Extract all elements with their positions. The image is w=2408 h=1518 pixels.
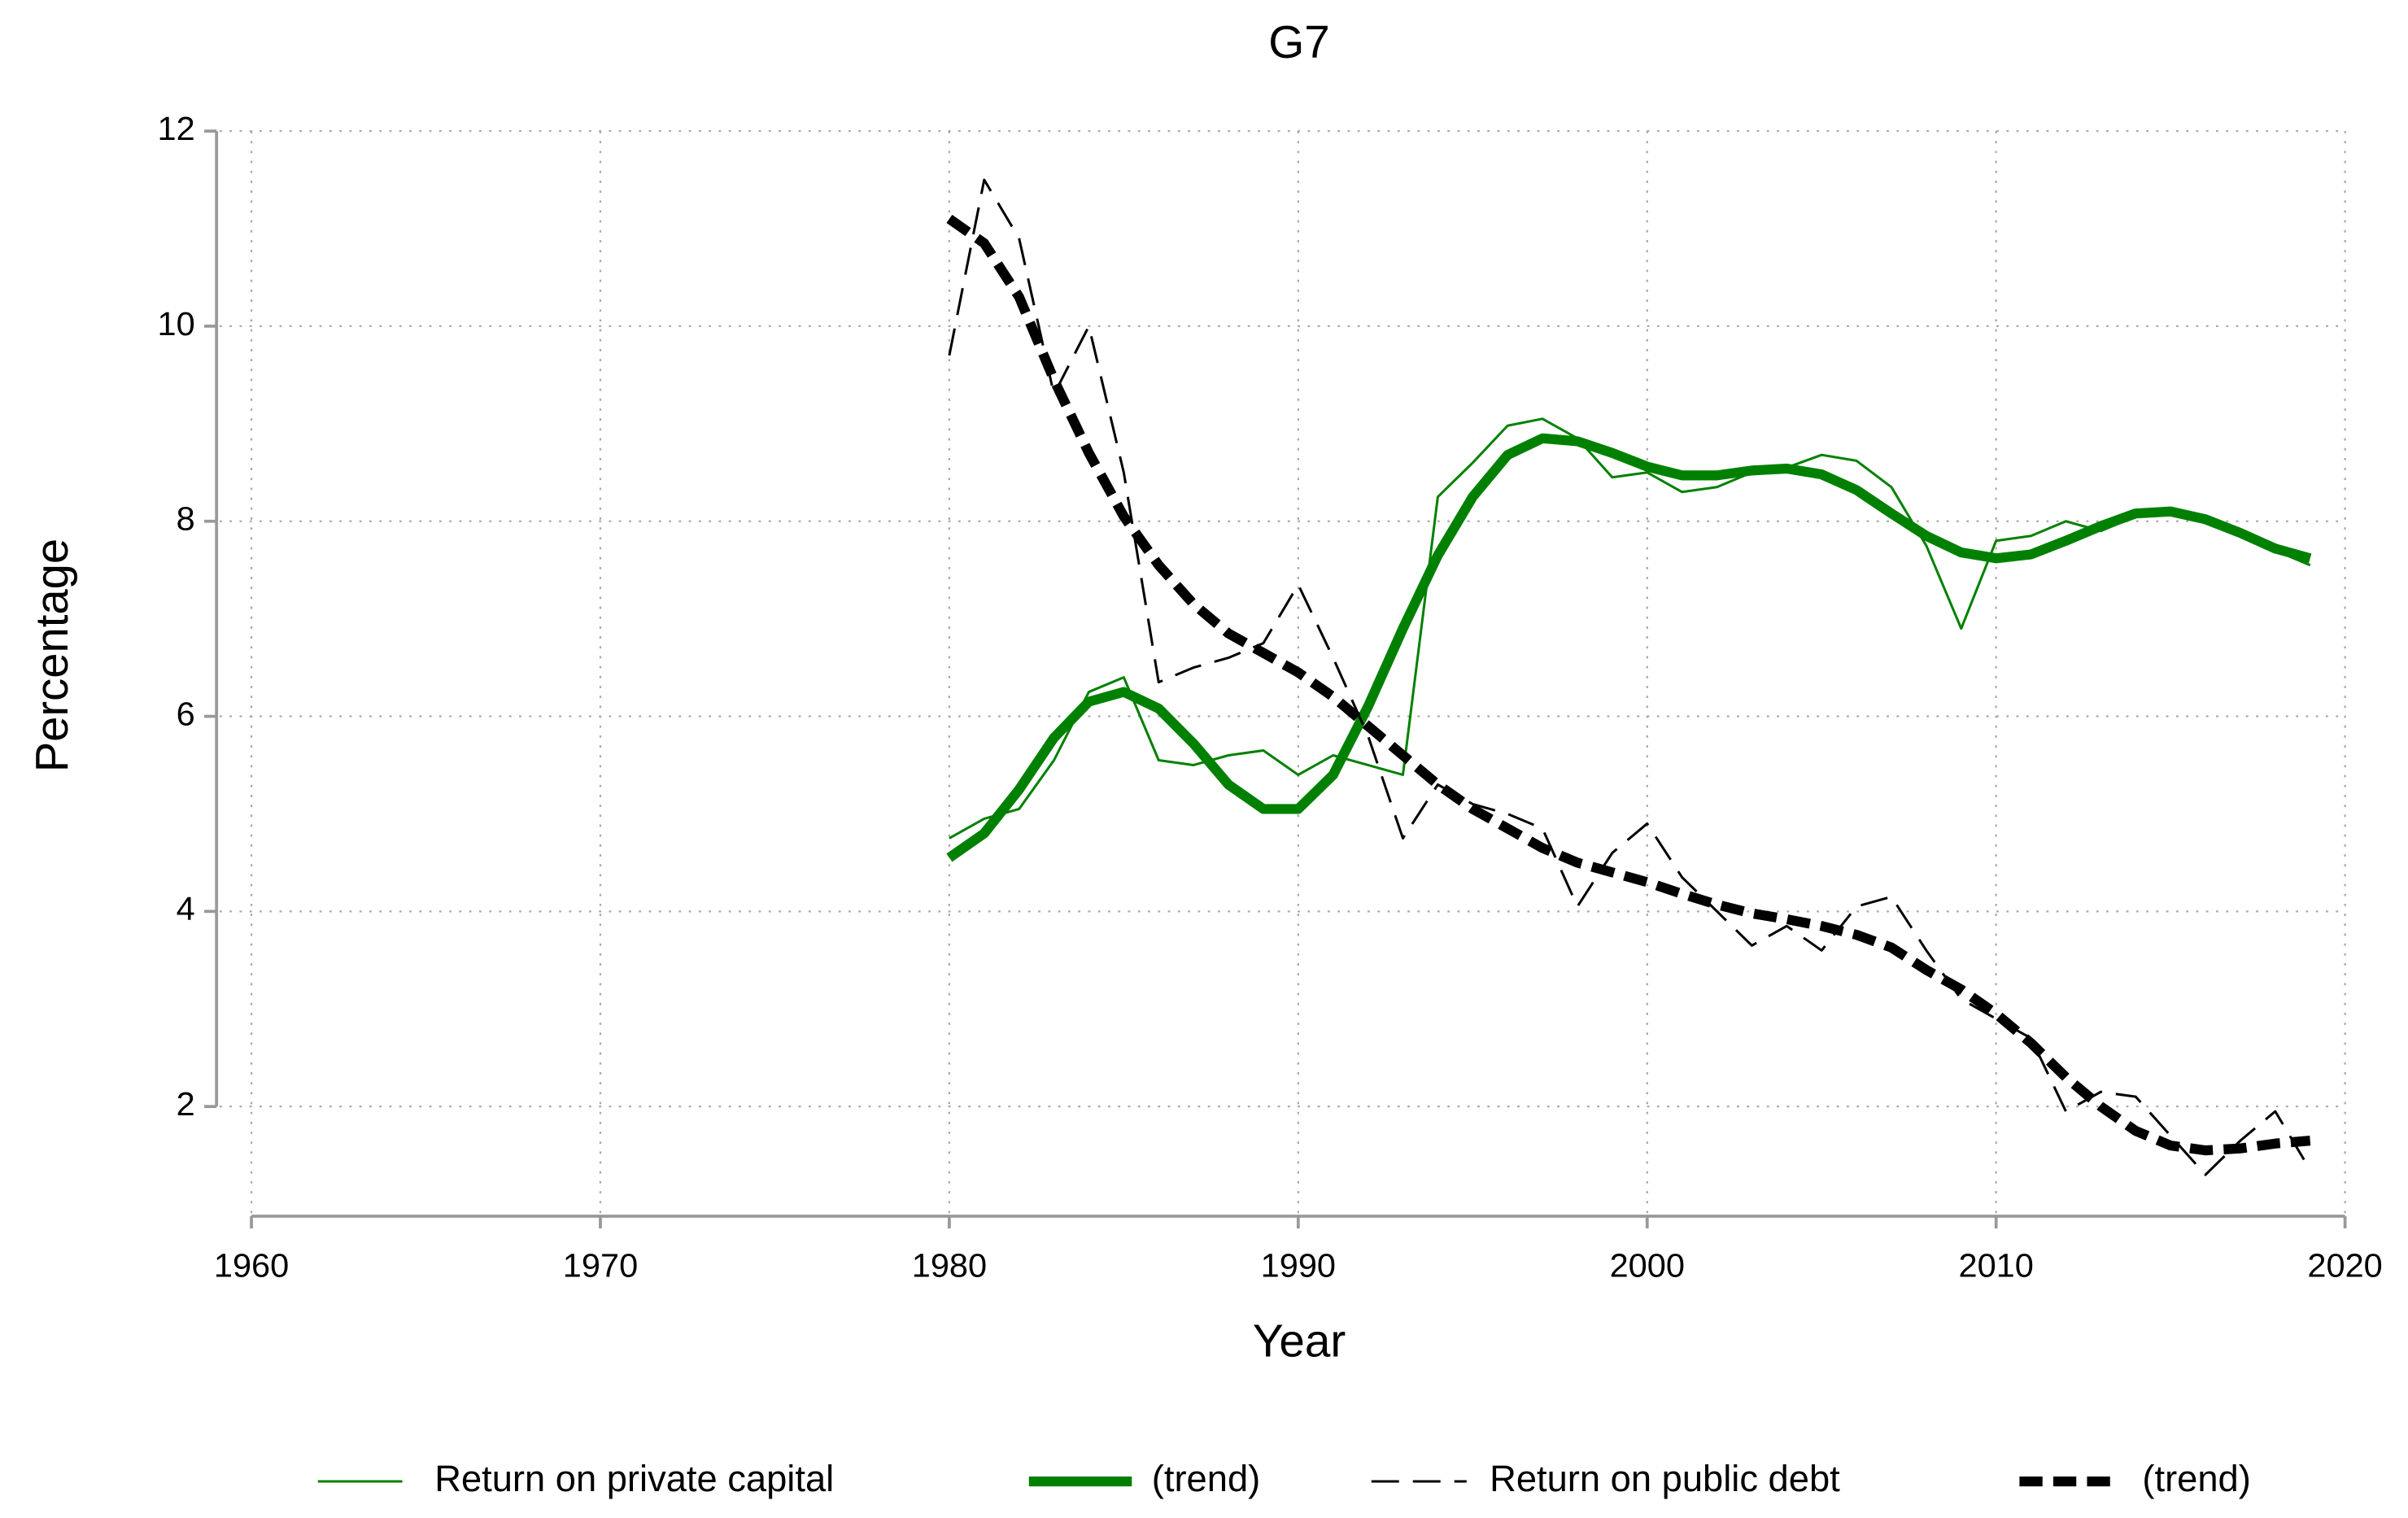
- x-tick-label: 1990: [1261, 1247, 1336, 1285]
- x-tick-label: 2010: [1958, 1247, 2033, 1285]
- line-series: [949, 417, 2311, 840]
- x-tick-label: 1980: [912, 1247, 987, 1285]
- x-axis-title: Year: [1253, 1315, 1346, 1366]
- x-tick-label: 2000: [1610, 1247, 1685, 1285]
- line-series: [948, 178, 2312, 1176]
- legend-label: Return on private capital: [434, 1458, 834, 1499]
- x-tick-label: 2020: [2307, 1247, 2382, 1285]
- y-tick-label: 2: [177, 1085, 195, 1123]
- y-tick-label: 8: [177, 500, 195, 538]
- y-tick-label: 6: [177, 696, 195, 733]
- chart-title: G7: [1268, 16, 1330, 68]
- legend-label: (trend): [1152, 1458, 1260, 1499]
- line-series: [946, 215, 2311, 1156]
- y-tick-label: 4: [177, 890, 195, 927]
- legend-label: (trend): [2142, 1458, 2250, 1499]
- y-tick-label: 12: [158, 110, 195, 147]
- x-tick-label: 1960: [214, 1247, 289, 1285]
- y-tick-label: 10: [158, 305, 195, 342]
- y-axis-title: Percentage: [26, 539, 77, 772]
- line-series: [946, 433, 2312, 862]
- legend-label: Return on public debt: [1490, 1458, 1840, 1499]
- x-tick-label: 1970: [563, 1247, 638, 1285]
